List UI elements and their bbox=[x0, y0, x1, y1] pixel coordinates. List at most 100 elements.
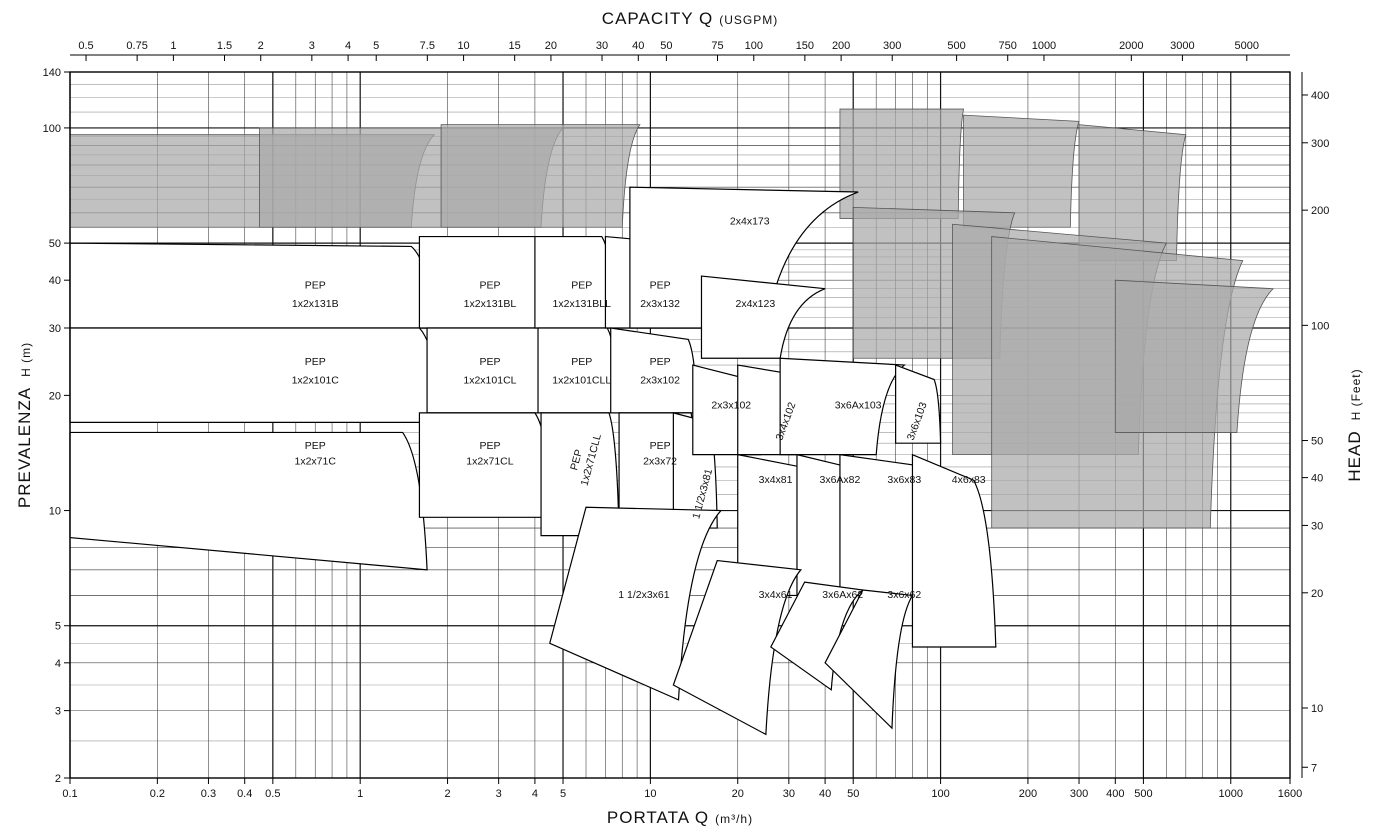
bottom-tick-label: 1 bbox=[357, 788, 363, 800]
bottom-tick-label: 1600 bbox=[1278, 788, 1302, 800]
top-tick-label: 50 bbox=[660, 40, 672, 52]
bottom-axis-title: PORTATA Q (m³/h) bbox=[607, 808, 753, 827]
pump-model-label: PEP bbox=[305, 280, 326, 292]
bottom-tick-label: 0.2 bbox=[150, 788, 165, 800]
pump-model-labels: PEP 1x2x131B PEP 1x2x131BL PEP 1x2x131BLL PEP 2… bbox=[292, 215, 986, 601]
pump-selection-region bbox=[610, 327, 698, 414]
top-tick-label: 2 bbox=[258, 40, 264, 52]
top-tick-label: 1000 bbox=[1032, 40, 1056, 52]
top-tick-label: 750 bbox=[999, 40, 1017, 52]
pump-selection-region bbox=[537, 327, 620, 414]
left-tick-label: 5 bbox=[55, 621, 61, 633]
top-tick-label: 200 bbox=[832, 40, 850, 52]
top-tick-label: 2000 bbox=[1119, 40, 1143, 52]
left-tick-label: 4 bbox=[55, 658, 61, 670]
top-tick-label: 30 bbox=[596, 40, 608, 52]
pump-regions bbox=[69, 108, 1275, 736]
extended-range-region bbox=[1114, 279, 1275, 433]
bottom-axis-title-unit: (m³/h) bbox=[715, 812, 753, 826]
bottom-tick-label: 500 bbox=[1134, 788, 1152, 800]
top-tick-label: 3000 bbox=[1170, 40, 1194, 52]
bottom-tick-label: 0.1 bbox=[62, 788, 77, 800]
pump-selection-region bbox=[770, 581, 865, 691]
top-tick-label: 20 bbox=[545, 40, 557, 52]
right-tick-label: 400 bbox=[1311, 90, 1329, 102]
bottom-tick-label: 30 bbox=[783, 788, 795, 800]
pump-model-label: 2x3x72 bbox=[643, 455, 677, 467]
pump-selection-region bbox=[672, 559, 803, 736]
pump-model-label: PEP bbox=[568, 448, 585, 471]
top-axis-title: CAPACITY Q (USGPM) bbox=[602, 9, 778, 28]
pump-model-label: 1x2x71CL bbox=[466, 455, 513, 467]
pump-selection-region bbox=[69, 327, 442, 423]
top-tick-label: 0.75 bbox=[126, 40, 147, 52]
right-tick-label: 30 bbox=[1311, 520, 1323, 532]
left-tick-label: 3 bbox=[55, 706, 61, 718]
pump-model-label: PEP bbox=[650, 440, 671, 452]
pump-model-label: 3x6x62 bbox=[887, 589, 921, 601]
pump-model-label: 3x6x83 bbox=[887, 474, 921, 486]
right-axis-title-main: HEAD bbox=[1345, 430, 1364, 481]
top-tick-label: 5000 bbox=[1235, 40, 1259, 52]
pump-model-label: PEP bbox=[479, 440, 500, 452]
pump-model-label: 1x2x101C bbox=[292, 374, 340, 386]
right-tick-label: 20 bbox=[1311, 588, 1323, 600]
left-axis-title: PREVALENZA H (m) bbox=[15, 342, 34, 508]
left-tick-label: 100 bbox=[43, 123, 61, 135]
pump-model-label: 3x6Ax103 bbox=[835, 399, 882, 411]
right-tick-label: 7 bbox=[1311, 762, 1317, 774]
left-axis-title-unit: H (m) bbox=[19, 342, 33, 377]
bottom-tick-label: 200 bbox=[1019, 788, 1037, 800]
left-tick-label: 140 bbox=[43, 67, 61, 79]
pump-selection-region bbox=[824, 589, 914, 730]
pump-model-label: PEP bbox=[305, 440, 326, 452]
pump-selection-region bbox=[69, 431, 428, 571]
pump-model-label: 2x3x132 bbox=[640, 298, 680, 310]
top-tick-label: 7.5 bbox=[420, 40, 435, 52]
bottom-tick-label: 20 bbox=[732, 788, 744, 800]
right-axis-title-unit: H (Feet) bbox=[1349, 368, 1363, 420]
left-axis-title-main: PREVALENZA bbox=[15, 387, 34, 508]
bottom-axis-title-main: PORTATA Q bbox=[607, 808, 709, 827]
pump-selection-region bbox=[426, 327, 554, 414]
right-tick-label: 100 bbox=[1311, 320, 1329, 332]
bottom-tick-label: 4 bbox=[532, 788, 538, 800]
pump-model-label: 1x2x131B bbox=[292, 298, 339, 310]
top-axis-title-unit: (USGPM) bbox=[719, 13, 778, 27]
left-tick-label: 50 bbox=[49, 238, 61, 250]
bottom-tick-label: 100 bbox=[931, 788, 949, 800]
pump-model-label: 1x2x101CLL bbox=[552, 374, 611, 386]
pump-model-label: 3x4x81 bbox=[759, 474, 793, 486]
pump-selection-region bbox=[549, 506, 723, 701]
top-tick-label: 75 bbox=[711, 40, 723, 52]
plot-frame bbox=[69, 71, 1291, 779]
top-tick-label: 10 bbox=[457, 40, 469, 52]
right-tick-label: 50 bbox=[1311, 436, 1323, 448]
top-tick-label: 0.5 bbox=[78, 40, 93, 52]
pump-model-label: 2x3x102 bbox=[711, 399, 751, 411]
bottom-tick-label: 400 bbox=[1106, 788, 1124, 800]
bottom-tick-label: 0.4 bbox=[237, 788, 252, 800]
top-tick-label: 1 bbox=[170, 40, 176, 52]
bottom-tick-label: 5 bbox=[560, 788, 566, 800]
top-tick-label: 150 bbox=[796, 40, 814, 52]
pump-selection-region bbox=[895, 364, 942, 444]
axes: 0.1 0.2 0.3 0.4 0.5 1 2 3 4 5 10 20 30 40 50 100 200 300 4… bbox=[43, 40, 1330, 800]
pump-model-label: 2x3x102 bbox=[640, 374, 680, 386]
right-axis-title: HEAD H (Feet) bbox=[1345, 368, 1364, 481]
right-tick-label: 40 bbox=[1311, 473, 1323, 485]
left-tick-label: 40 bbox=[49, 275, 61, 287]
bottom-tick-label: 2 bbox=[444, 788, 450, 800]
bottom-tick-label: 300 bbox=[1070, 788, 1088, 800]
top-tick-label: 40 bbox=[632, 40, 644, 52]
bottom-tick-label: 0.5 bbox=[265, 788, 280, 800]
left-tick-label: 20 bbox=[49, 390, 61, 402]
pump-model-label: PEP bbox=[479, 356, 500, 368]
bottom-tick-label: 10 bbox=[644, 788, 656, 800]
pump-model-label: 2x4x173 bbox=[730, 215, 770, 227]
top-axis-title-main: CAPACITY Q bbox=[602, 9, 713, 28]
pump-model-label: 1x2x101CL bbox=[463, 374, 516, 386]
bottom-tick-label: 40 bbox=[819, 788, 831, 800]
bottom-tick-label: 0.3 bbox=[201, 788, 216, 800]
